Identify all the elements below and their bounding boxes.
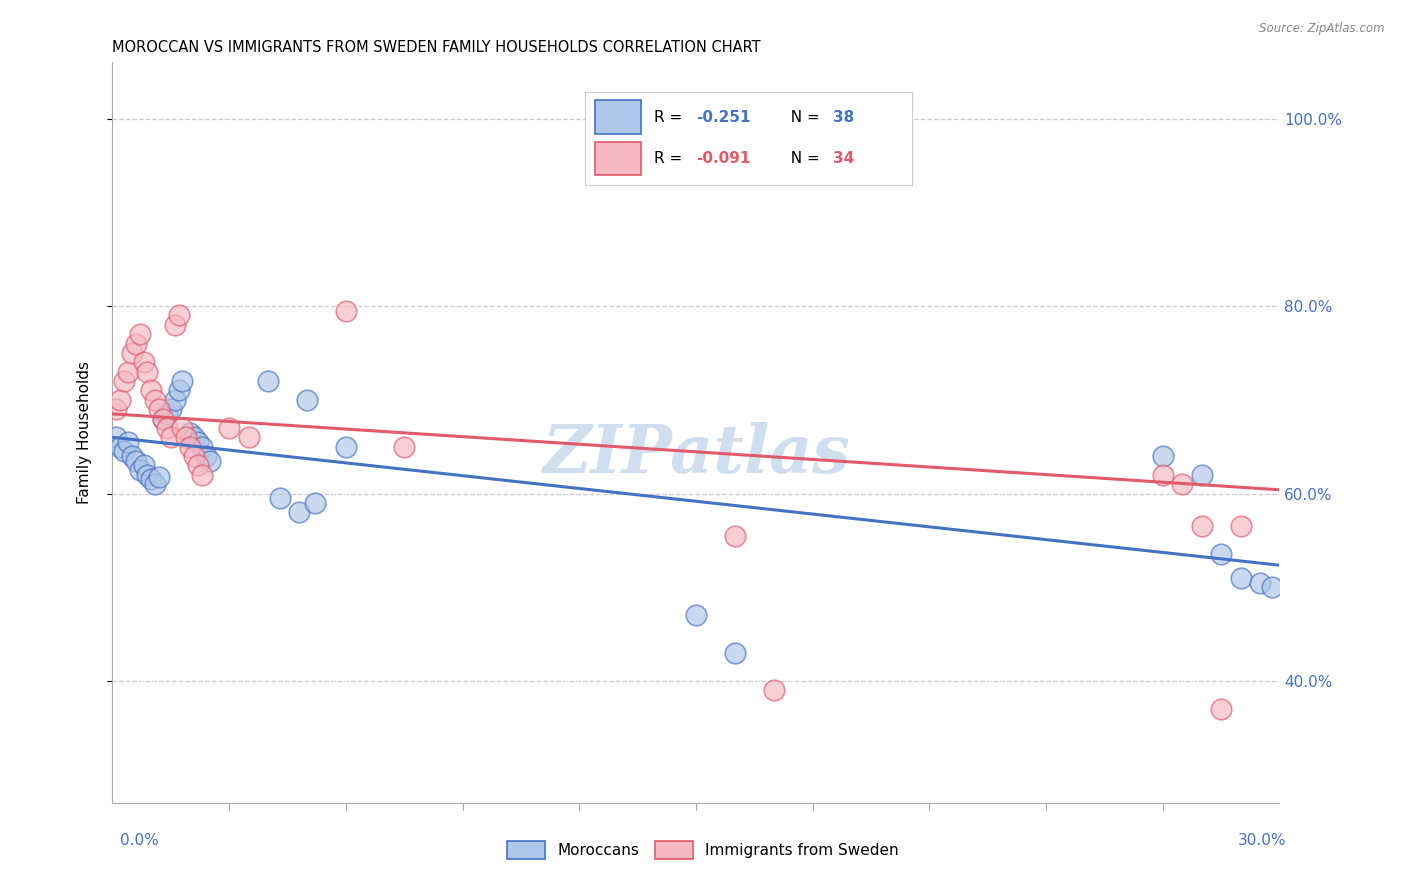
Point xyxy=(121,449,143,463)
Point xyxy=(1191,519,1213,533)
Point xyxy=(724,646,747,660)
Point xyxy=(136,365,159,379)
Point xyxy=(257,374,280,388)
Point xyxy=(762,683,785,698)
Point xyxy=(198,454,221,468)
Point xyxy=(183,430,205,444)
Point xyxy=(160,402,183,417)
Point xyxy=(304,496,326,510)
Point xyxy=(105,402,128,417)
Text: MOROCCAN VS IMMIGRANTS FROM SWEDEN FAMILY HOUSEHOLDS CORRELATION CHART: MOROCCAN VS IMMIGRANTS FROM SWEDEN FAMIL… xyxy=(112,40,761,55)
Point xyxy=(1209,702,1232,716)
Text: 30.0%: 30.0% xyxy=(1239,833,1286,847)
Y-axis label: Family Households: Family Households xyxy=(77,361,91,504)
Point xyxy=(141,473,163,487)
Point xyxy=(1152,449,1174,463)
Text: ZIPatlas: ZIPatlas xyxy=(543,422,849,487)
Point xyxy=(218,421,240,435)
Point xyxy=(160,430,183,444)
Point xyxy=(172,374,194,388)
Point xyxy=(156,421,179,435)
Point xyxy=(117,365,139,379)
Point xyxy=(183,449,205,463)
Point xyxy=(132,355,155,369)
Point xyxy=(152,411,174,425)
Legend: Moroccans, Immigrants from Sweden: Moroccans, Immigrants from Sweden xyxy=(501,835,905,864)
Point xyxy=(1152,467,1174,482)
Point xyxy=(295,392,318,407)
Point xyxy=(176,430,198,444)
Point xyxy=(187,458,209,473)
Point xyxy=(269,491,291,506)
Point xyxy=(191,440,214,454)
Point xyxy=(167,384,190,398)
Point xyxy=(179,440,201,454)
Point xyxy=(121,346,143,360)
Point xyxy=(110,440,132,454)
Point xyxy=(125,454,148,468)
Point xyxy=(1229,519,1251,533)
Point xyxy=(191,467,214,482)
Point xyxy=(125,336,148,351)
Point xyxy=(238,430,260,444)
Point xyxy=(179,425,201,440)
Point xyxy=(143,477,166,491)
Point xyxy=(148,402,170,417)
Point xyxy=(685,608,707,623)
Point xyxy=(724,529,747,543)
Point xyxy=(136,467,159,482)
Point xyxy=(152,411,174,425)
Point xyxy=(143,392,166,407)
Point xyxy=(1171,477,1194,491)
Point xyxy=(172,421,194,435)
Point xyxy=(1209,548,1232,562)
Point xyxy=(163,318,186,332)
Point xyxy=(1249,575,1271,590)
Point xyxy=(1191,467,1213,482)
Point xyxy=(156,407,179,421)
Point xyxy=(187,435,209,450)
Point xyxy=(163,392,186,407)
Point xyxy=(105,430,128,444)
Point xyxy=(167,309,190,323)
Point xyxy=(112,444,135,458)
Point xyxy=(117,435,139,450)
Point xyxy=(335,303,357,318)
Point xyxy=(128,463,150,477)
Point xyxy=(141,384,163,398)
Point xyxy=(1229,571,1251,585)
Point xyxy=(112,374,135,388)
Point xyxy=(110,392,132,407)
Text: 0.0%: 0.0% xyxy=(120,833,159,847)
Point xyxy=(132,458,155,473)
Text: Source: ZipAtlas.com: Source: ZipAtlas.com xyxy=(1260,22,1385,36)
Point xyxy=(335,440,357,454)
Point xyxy=(194,449,217,463)
Point xyxy=(288,505,311,519)
Point xyxy=(394,440,416,454)
Point xyxy=(128,327,150,342)
Point xyxy=(148,469,170,483)
Point xyxy=(1260,580,1282,594)
